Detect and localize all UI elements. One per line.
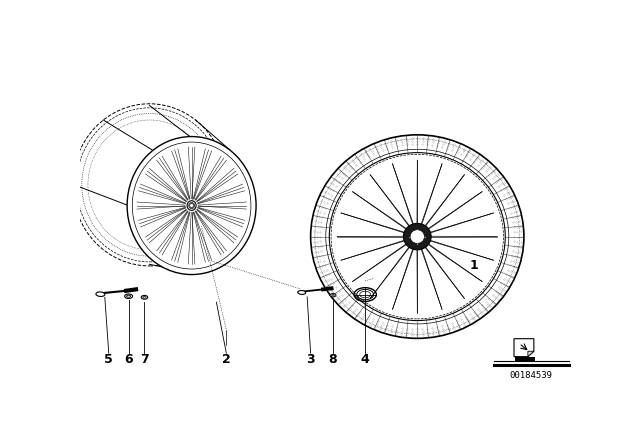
Ellipse shape — [96, 292, 105, 297]
Ellipse shape — [332, 294, 334, 296]
Text: 3: 3 — [307, 353, 315, 366]
Ellipse shape — [141, 295, 148, 299]
Polygon shape — [514, 339, 534, 357]
Text: 5: 5 — [104, 353, 113, 366]
Ellipse shape — [127, 295, 131, 297]
Text: 8: 8 — [329, 353, 337, 366]
Bar — [515, 357, 535, 362]
Text: 7: 7 — [140, 353, 149, 366]
Text: 6: 6 — [124, 353, 133, 366]
Polygon shape — [528, 351, 534, 357]
Text: 1: 1 — [470, 259, 479, 272]
Text: 00184539: 00184539 — [510, 371, 553, 380]
Text: 2: 2 — [222, 353, 230, 366]
Ellipse shape — [127, 137, 256, 275]
Ellipse shape — [125, 294, 132, 298]
Ellipse shape — [298, 291, 306, 294]
Text: 4: 4 — [361, 353, 369, 366]
Ellipse shape — [143, 297, 146, 298]
Ellipse shape — [330, 153, 505, 320]
Ellipse shape — [403, 224, 431, 250]
Ellipse shape — [410, 230, 424, 243]
Ellipse shape — [310, 135, 524, 338]
Ellipse shape — [330, 293, 336, 297]
Ellipse shape — [187, 201, 196, 211]
